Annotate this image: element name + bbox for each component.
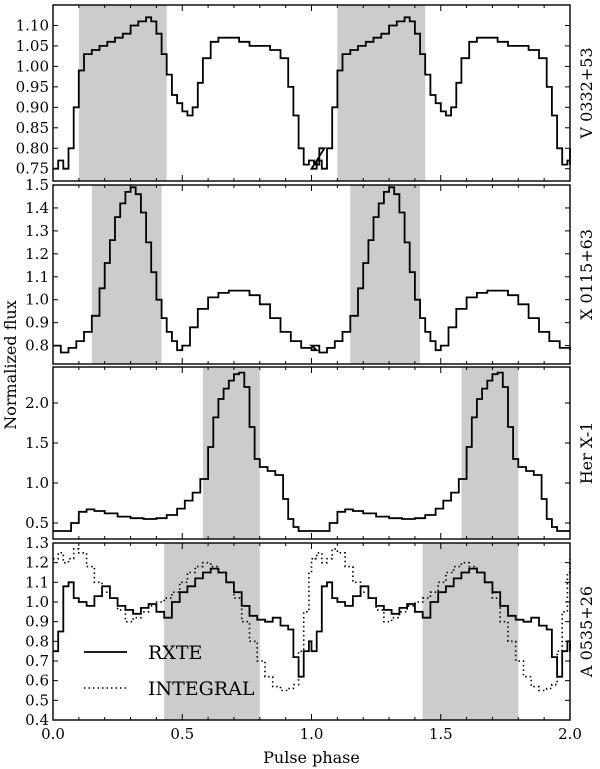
legend-label-rxte: RXTE xyxy=(148,642,202,664)
y-tick-label: 0.80 xyxy=(16,139,49,157)
shaded-region xyxy=(337,5,426,181)
y-tick-label: 1.00 xyxy=(16,57,49,75)
x-axis-label: Pulse phase xyxy=(263,748,360,767)
panel-3: 0.4 0.50.6 0.7 0.80.9 1.0 1.11.2 1.3 A 0535+26 xyxy=(25,534,596,729)
x-tick-label: 1.0 xyxy=(300,725,324,743)
y-tick-label: 0.75 xyxy=(16,160,49,178)
panel-label: A 0535+26 xyxy=(577,586,596,678)
y-tick-label: 1.0 xyxy=(25,593,49,611)
legend: RXTE INTEGRAL xyxy=(84,642,255,700)
shaded-region xyxy=(164,543,260,720)
y-tick-label: 1.3 xyxy=(25,222,49,240)
y-tick-label: 0.9 xyxy=(25,314,49,332)
y-tick-label: 1.0 xyxy=(25,474,49,492)
series-line-profile xyxy=(53,371,570,532)
y-tick-label: 0.7 xyxy=(25,652,49,670)
y-tick-label: 1.5 xyxy=(25,434,49,452)
y-tick-label: 1.2 xyxy=(25,554,49,572)
y-tick-label: 0.5 xyxy=(25,691,49,709)
y-tick-label: 2.0 xyxy=(25,394,49,412)
y-tick-label: 1.05 xyxy=(16,37,49,55)
shaded-region xyxy=(202,367,260,539)
shaded-region xyxy=(461,367,519,539)
series-line-profile xyxy=(53,186,571,354)
y-tick-label: 0.8 xyxy=(25,337,49,355)
shaded-region xyxy=(350,185,421,364)
y-tick-label: 1.0 xyxy=(25,291,49,309)
legend-label-integral: INTEGRAL xyxy=(148,678,255,700)
panel-2: 0.5 1.0 1.5 2.0 Her X-1 xyxy=(25,366,596,540)
x-tick-label: 0.0 xyxy=(41,725,65,743)
shaded-region xyxy=(78,5,167,181)
series-line-integral xyxy=(53,548,571,692)
y-tick-label: 1.2 xyxy=(25,245,49,263)
panel-label: Her X-1 xyxy=(577,422,596,485)
y-tick-label: 1.3 xyxy=(25,534,49,552)
y-tick-label: 0.8 xyxy=(25,632,49,650)
y-axis-label: Normalized flux xyxy=(1,300,20,429)
x-tick-label: 0.5 xyxy=(170,725,194,743)
y-tick-label: 0.6 xyxy=(25,672,49,690)
panel-label: X 0115+63 xyxy=(577,229,596,320)
x-tick-label: 2.0 xyxy=(558,725,582,743)
panel-label: V 0332+53 xyxy=(577,47,596,139)
shaded-region xyxy=(422,543,519,720)
y-tick-label: 0.90 xyxy=(16,98,49,116)
y-tick-label: 0.95 xyxy=(16,78,49,96)
y-tick-label: 0.85 xyxy=(16,119,49,137)
shaded-region xyxy=(91,185,162,364)
y-tick-label: 1.1 xyxy=(25,573,49,591)
panel-1: 0.8 0.9 1.0 1.1 1.2 1.3 1.4 1.5 X 0115+63 xyxy=(25,176,596,365)
panel-0: 0.75 0.80 0.85 0.90 0.95 1.00 1.05 1.10 V 0332+5… xyxy=(16,4,596,182)
y-tick-label: 0.5 xyxy=(25,514,49,532)
y-tick-label: 0.9 xyxy=(25,613,49,631)
y-tick-label: 1.10 xyxy=(16,16,49,34)
y-tick-label: 1.1 xyxy=(25,268,49,286)
y-tick-label: 1.4 xyxy=(25,199,49,217)
series-line-profile xyxy=(53,16,571,170)
y-tick-label: 1.5 xyxy=(25,176,49,194)
y-tick-label: 0.4 xyxy=(25,711,49,729)
x-tick-label: 1.5 xyxy=(429,725,453,743)
